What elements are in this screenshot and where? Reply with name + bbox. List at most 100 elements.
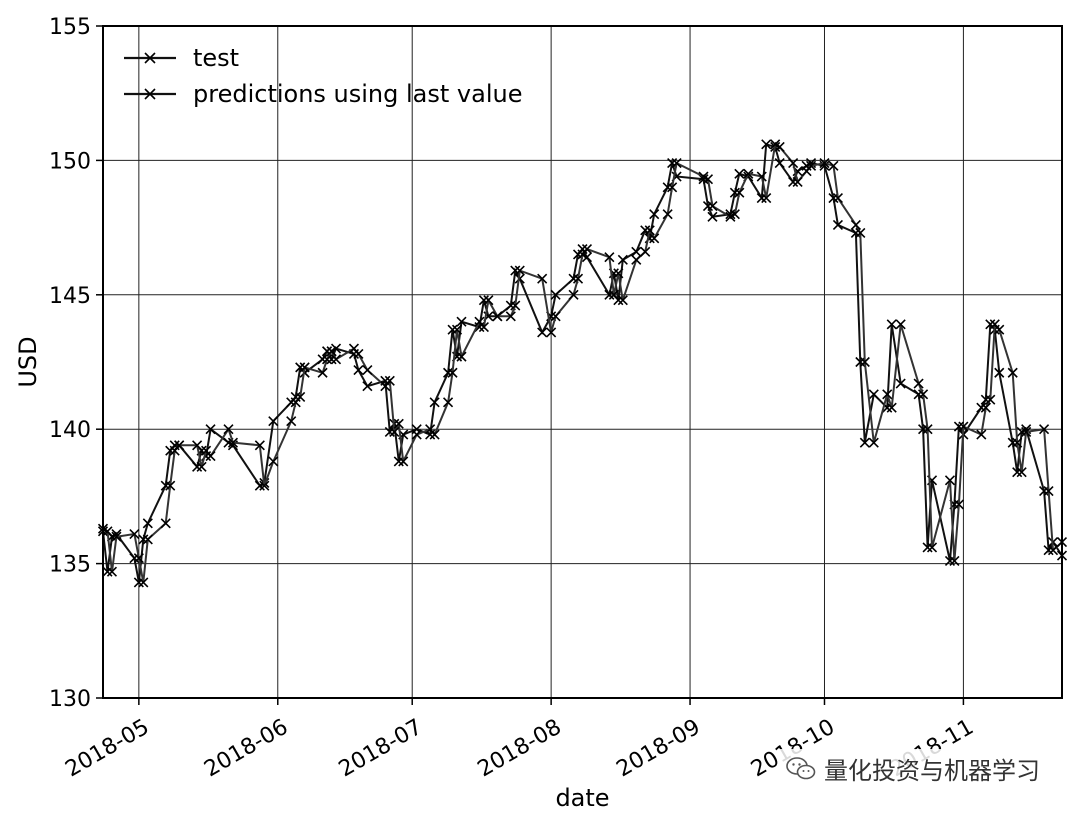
series-test xyxy=(97,139,1068,588)
data-point xyxy=(604,289,615,300)
y-tick-label: 140 xyxy=(49,418,91,443)
data-point xyxy=(106,566,118,577)
x-axis-label: date xyxy=(555,784,609,812)
data-point xyxy=(631,246,642,257)
data-point xyxy=(581,244,593,255)
data-point xyxy=(922,424,933,435)
x-tick-label: 2018-05 xyxy=(61,715,153,783)
data-point xyxy=(644,225,655,236)
data-point xyxy=(985,394,996,405)
legend-item: predictions using last value xyxy=(124,80,522,108)
data-point xyxy=(456,351,467,362)
data-point xyxy=(855,227,866,239)
data-point xyxy=(478,321,489,333)
data-point xyxy=(1016,426,1027,437)
data-point xyxy=(1016,467,1027,478)
y-tick-label: 130 xyxy=(49,687,91,712)
data-point xyxy=(649,233,660,244)
legend-label: predictions using last value xyxy=(193,80,522,108)
data-point xyxy=(886,319,897,330)
data-point xyxy=(205,424,216,435)
data-point xyxy=(1012,437,1023,448)
data-point xyxy=(913,378,924,389)
data-point xyxy=(617,254,628,265)
data-point xyxy=(729,209,740,220)
data-point xyxy=(976,429,987,440)
data-point xyxy=(725,211,736,222)
data-point xyxy=(640,246,651,257)
data-point xyxy=(142,534,153,545)
data-point xyxy=(492,311,503,322)
watermark: 量化投资与机器学习 xyxy=(780,749,1046,788)
y-tick-label: 145 xyxy=(49,284,91,309)
data-point xyxy=(505,311,516,322)
data-point xyxy=(828,192,839,204)
predictions-line xyxy=(102,142,1063,583)
series-layer xyxy=(97,139,1068,588)
data-point xyxy=(160,480,171,491)
data-point xyxy=(819,158,830,169)
data-point xyxy=(295,391,306,403)
data-point xyxy=(770,139,781,150)
data-point xyxy=(613,268,624,279)
data-point xyxy=(662,209,673,220)
data-point xyxy=(353,348,364,360)
data-point xyxy=(868,389,879,400)
y-tick-label: 155 xyxy=(49,15,91,40)
data-point xyxy=(868,437,879,448)
data-point xyxy=(855,356,866,368)
data-point xyxy=(102,566,113,577)
data-point xyxy=(227,437,239,448)
data-point xyxy=(442,397,454,408)
data-point xyxy=(572,273,584,284)
data-point xyxy=(774,158,785,169)
data-point xyxy=(895,378,906,389)
data-point xyxy=(299,362,310,373)
data-point xyxy=(1039,424,1050,435)
data-point xyxy=(725,209,736,220)
data-point xyxy=(886,402,897,413)
data-point xyxy=(667,182,678,193)
x-tick-label: 2018-07 xyxy=(335,715,427,783)
data-point xyxy=(393,418,404,429)
y-tick-label: 135 xyxy=(49,553,91,578)
data-point xyxy=(734,187,745,198)
data-point xyxy=(514,265,525,276)
data-point xyxy=(918,424,929,435)
data-point xyxy=(953,421,964,432)
data-point xyxy=(111,531,122,542)
data-point xyxy=(859,437,870,448)
data-point xyxy=(944,475,956,486)
data-point xyxy=(702,201,714,212)
data-point xyxy=(330,354,342,365)
y-tick-label: 150 xyxy=(49,149,91,174)
data-point xyxy=(774,141,785,153)
data-point xyxy=(761,192,772,204)
x-tick-label: 2018-09 xyxy=(613,715,705,783)
data-point xyxy=(617,295,628,306)
data-point xyxy=(510,300,521,311)
wechat-icon xyxy=(786,756,816,782)
data-point xyxy=(510,265,521,276)
data-point xyxy=(384,375,395,386)
data-point xyxy=(389,426,400,437)
data-point xyxy=(362,381,373,392)
data-point xyxy=(483,295,494,306)
data-point xyxy=(1012,467,1023,478)
data-point xyxy=(447,324,458,335)
data-point xyxy=(537,273,548,284)
data-point xyxy=(456,316,467,327)
data-point xyxy=(895,319,906,330)
data-point xyxy=(259,480,270,491)
data-point xyxy=(138,534,149,545)
data-point xyxy=(792,176,803,187)
data-point xyxy=(649,209,660,220)
grid xyxy=(103,25,1062,699)
data-point xyxy=(1039,485,1050,497)
data-point xyxy=(326,346,337,357)
data-point xyxy=(205,451,216,462)
data-point xyxy=(944,555,956,566)
data-point xyxy=(550,289,561,300)
data-point xyxy=(761,139,772,150)
data-point xyxy=(317,367,328,378)
